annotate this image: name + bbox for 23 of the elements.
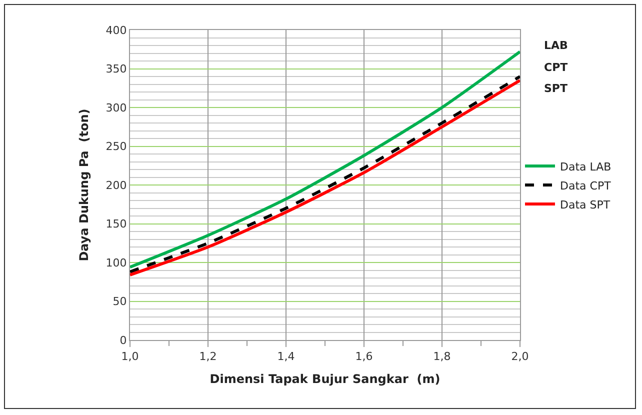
y-tick-label: 200 (106, 178, 127, 192)
y-tick-label: 50 (112, 295, 127, 308)
x-tick-label: 1,0 (121, 350, 139, 364)
y-tick-label: 350 (106, 62, 127, 76)
y-tick-label: 250 (106, 140, 127, 154)
x-tick-label: 1,4 (277, 350, 295, 364)
x-tick-label: 2,0 (511, 350, 529, 364)
text: CPT (544, 61, 568, 74)
legend-label: Data CPT (560, 179, 612, 192)
x-tick-label: 1,6 (355, 350, 373, 364)
x-tick-label: 1,2 (199, 350, 217, 364)
text: SPT (544, 82, 568, 95)
legend-label: Data LAB (560, 160, 612, 174)
y-tick-label: 100 (106, 256, 127, 270)
x-axis-title: Dimensi Tapak Bujur Sangkar (m) (210, 372, 440, 386)
y-tick-label: 150 (106, 218, 127, 231)
y-tick-label: 400 (106, 24, 127, 37)
y-tick-label: 0 (120, 334, 127, 347)
y-tick-label: 300 (106, 101, 127, 114)
legend-label: Data SPT (560, 198, 610, 212)
y-axis-title: Daya Dukung Pa (ton) (77, 108, 92, 262)
text: LAB (544, 39, 568, 52)
x-tick-label: 1,8 (433, 350, 451, 364)
